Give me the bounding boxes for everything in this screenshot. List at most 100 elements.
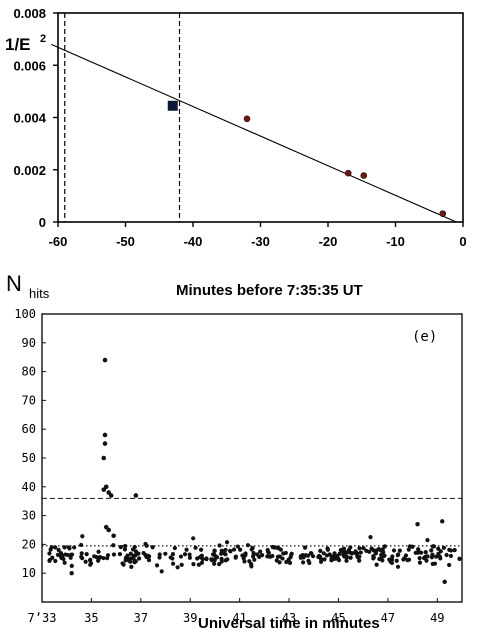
background-point bbox=[96, 558, 101, 563]
background-point bbox=[346, 548, 352, 553]
background-point bbox=[240, 553, 245, 558]
bottom-x-axis-label: Universal time in minutes bbox=[198, 615, 380, 632]
background-point bbox=[144, 543, 149, 548]
background-point bbox=[406, 547, 411, 552]
y-tick-label: 10 bbox=[22, 566, 36, 580]
x-tick-label: 35 bbox=[84, 611, 98, 625]
background-point bbox=[438, 549, 443, 554]
background-point bbox=[133, 549, 139, 554]
spike-point bbox=[102, 432, 108, 438]
background-point bbox=[397, 548, 402, 553]
background-point bbox=[288, 555, 293, 560]
background-point bbox=[376, 546, 381, 552]
background-point bbox=[358, 550, 363, 555]
background-point bbox=[191, 536, 196, 541]
background-point bbox=[321, 551, 326, 556]
y-tick-label: 90 bbox=[22, 336, 36, 350]
background-point bbox=[442, 579, 447, 585]
background-point bbox=[284, 559, 289, 565]
background-point bbox=[238, 547, 243, 552]
x-tick-label: 47 bbox=[381, 611, 395, 625]
background-point bbox=[223, 552, 228, 557]
background-point bbox=[390, 554, 395, 559]
x-tick-label: -60 bbox=[49, 234, 68, 249]
background-point bbox=[430, 561, 435, 567]
background-point bbox=[84, 551, 89, 557]
top-axis-ticks: -60 -50 -40 -30 -20 -10 0 0 0.002 0.004 0.006 0.008 bbox=[13, 6, 466, 249]
background-point bbox=[447, 562, 452, 568]
background-point bbox=[129, 564, 134, 569]
background-point bbox=[143, 553, 148, 558]
background-point bbox=[72, 545, 77, 550]
x-tick-label: 41 bbox=[232, 611, 246, 625]
square-data-point bbox=[167, 100, 178, 111]
background-point bbox=[118, 544, 123, 550]
background-point bbox=[425, 538, 430, 543]
background-point bbox=[429, 555, 434, 560]
background-point bbox=[157, 552, 162, 557]
background-point bbox=[336, 558, 342, 563]
background-point bbox=[382, 544, 387, 549]
background-point bbox=[243, 551, 248, 556]
y-tick-label: 0.004 bbox=[13, 111, 46, 126]
background-point bbox=[69, 552, 75, 557]
spike-point bbox=[111, 533, 116, 539]
background-point bbox=[79, 551, 84, 556]
y-tick-label: 50 bbox=[22, 451, 36, 465]
background-point bbox=[197, 554, 203, 560]
background-point bbox=[212, 557, 217, 562]
background-point bbox=[217, 561, 222, 567]
y-tick-label: 0.002 bbox=[13, 163, 46, 178]
background-point bbox=[232, 547, 237, 552]
background-point bbox=[425, 554, 430, 559]
background-point bbox=[353, 549, 358, 554]
y-tick-label: 0 bbox=[39, 215, 46, 230]
panel-label: (e) bbox=[412, 329, 437, 345]
x-tick-label: 0 bbox=[459, 234, 466, 249]
data-point bbox=[360, 172, 368, 179]
background-point bbox=[341, 553, 346, 558]
bottom-axis-ticks: 7ʼ33 35 37 39 41 43 45 47 49 10 20 30 40 50 60 70 80 90 10… bbox=[14, 307, 444, 625]
background-point bbox=[136, 556, 142, 561]
spike-point bbox=[102, 441, 108, 446]
background-point bbox=[127, 558, 132, 563]
background-point bbox=[341, 546, 347, 551]
x-tick-label: -50 bbox=[116, 234, 135, 249]
background-point bbox=[377, 556, 382, 562]
background-point bbox=[421, 555, 427, 561]
x-tick-label: 39 bbox=[183, 611, 197, 625]
background-point bbox=[249, 564, 254, 569]
background-point bbox=[88, 562, 93, 567]
background-point bbox=[324, 553, 330, 558]
data-point bbox=[243, 115, 251, 123]
background-point bbox=[355, 555, 360, 560]
background-point bbox=[270, 553, 275, 559]
background-point bbox=[344, 558, 349, 563]
background-point bbox=[133, 559, 138, 564]
background-point bbox=[83, 559, 88, 564]
background-point bbox=[270, 544, 275, 550]
y-tick-label: 40 bbox=[22, 480, 36, 494]
background-point bbox=[436, 546, 441, 551]
background-point bbox=[212, 548, 217, 554]
background-point bbox=[448, 553, 454, 559]
y-tick-label: 70 bbox=[22, 393, 36, 407]
background-point bbox=[182, 552, 188, 557]
background-point bbox=[357, 558, 362, 563]
background-point bbox=[396, 552, 401, 557]
background-point bbox=[417, 560, 423, 565]
background-point bbox=[280, 556, 285, 561]
background-point bbox=[122, 547, 128, 552]
background-point bbox=[233, 555, 238, 560]
x-tick-label: -20 bbox=[319, 234, 338, 249]
background-point bbox=[300, 560, 306, 565]
background-point bbox=[133, 553, 138, 558]
x-tick-label: 43 bbox=[282, 611, 296, 625]
background-point bbox=[223, 547, 228, 553]
background-point bbox=[120, 561, 125, 566]
background-point bbox=[361, 546, 366, 551]
background-point bbox=[157, 555, 162, 560]
background-point bbox=[130, 547, 136, 552]
background-point bbox=[429, 548, 434, 553]
background-point bbox=[50, 555, 55, 560]
